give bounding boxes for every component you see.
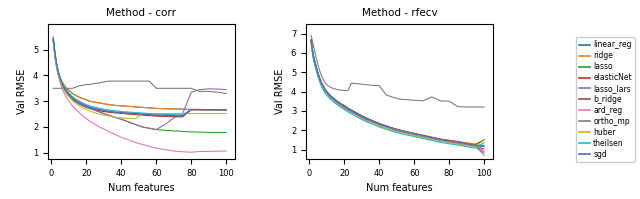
X-axis label: Num features: Num features	[108, 183, 175, 193]
Y-axis label: Val RMSE: Val RMSE	[275, 69, 285, 114]
Title: Method - rfecv: Method - rfecv	[362, 8, 437, 18]
X-axis label: Num features: Num features	[366, 183, 433, 193]
Y-axis label: Val RMSE: Val RMSE	[17, 69, 28, 114]
Legend: linear_reg, ridge, lasso, elasticNet, lasso_lars, b_ridge, ard_reg, ortho_mp, hu: linear_reg, ridge, lasso, elasticNet, la…	[575, 37, 635, 162]
Title: Method - corr: Method - corr	[106, 8, 177, 18]
